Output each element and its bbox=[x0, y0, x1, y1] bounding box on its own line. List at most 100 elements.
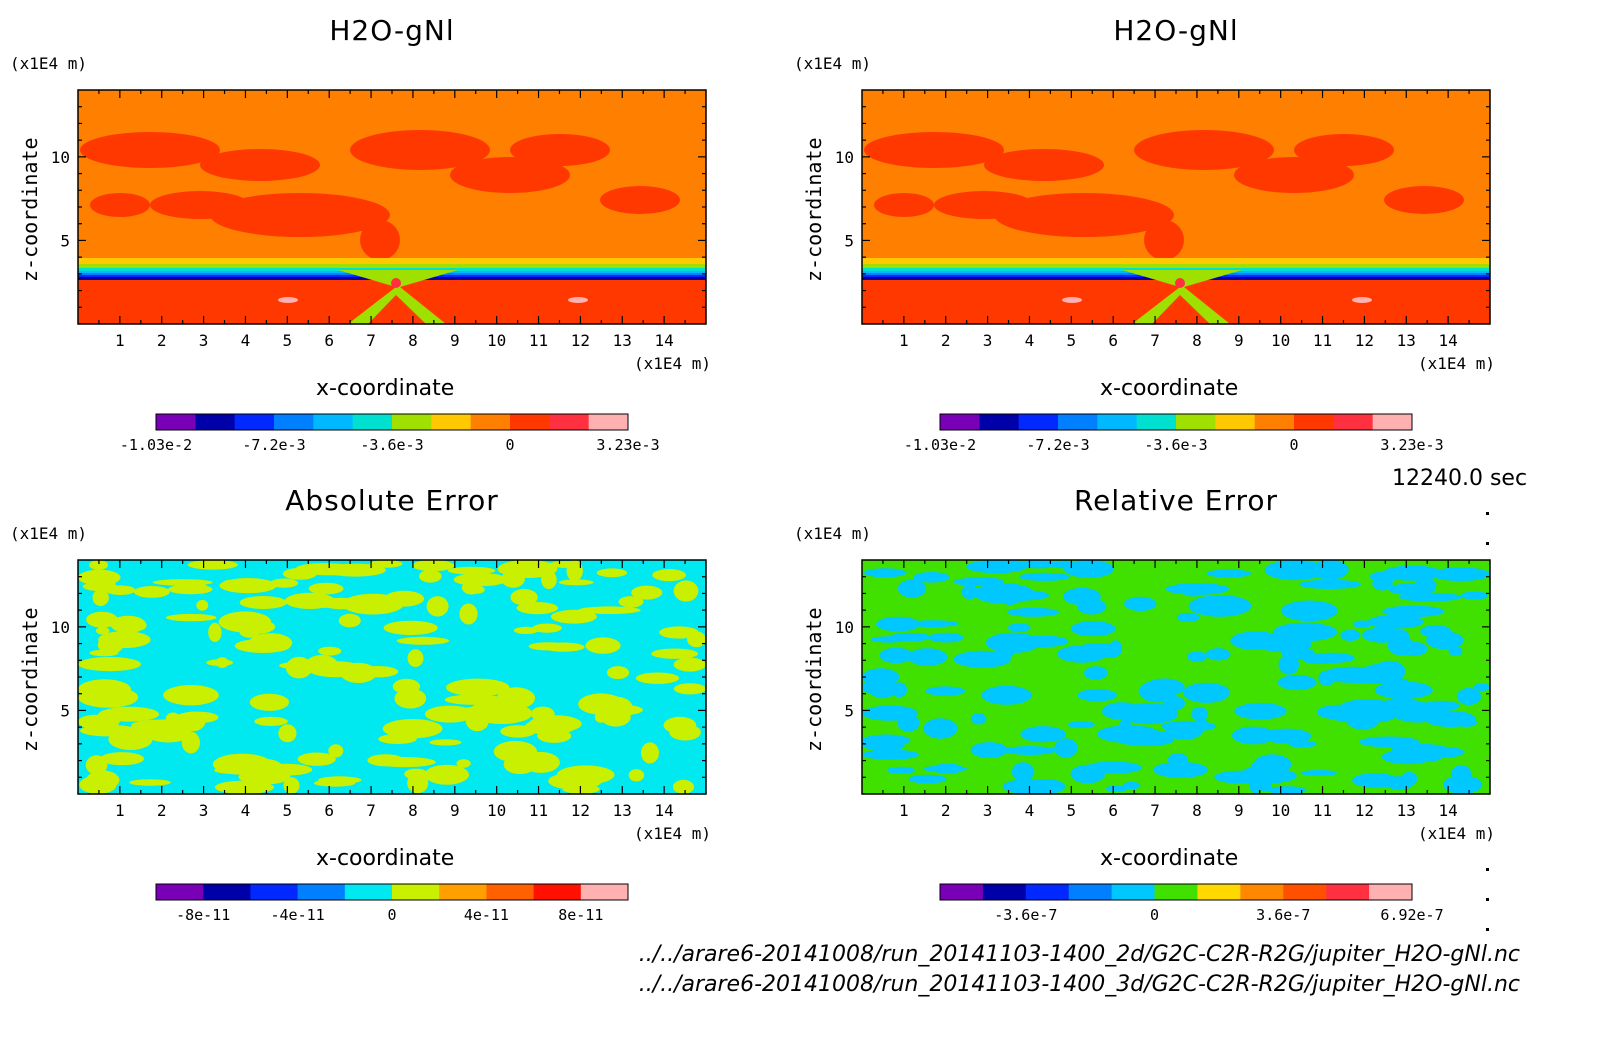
colorbar-swatch bbox=[234, 414, 275, 430]
field-blob bbox=[672, 779, 695, 794]
field-blob bbox=[669, 724, 701, 741]
field-blob bbox=[673, 657, 706, 672]
y-axis-label: z-coordinate bbox=[18, 607, 42, 753]
field-blob bbox=[970, 742, 1008, 758]
panel-top-right: 1 2 3 4 5 6 7 8 9 10 11 12 13 14 5 10 -1.03e-2 -7.2e-3 -3.… bbox=[784, 0, 1574, 480]
field-blob bbox=[396, 636, 450, 645]
x-tick-label: 10 bbox=[487, 801, 506, 820]
field-blob bbox=[1443, 775, 1483, 794]
dot-marker bbox=[1486, 542, 1489, 545]
chart-title: Relative Error bbox=[1073, 484, 1279, 517]
field-blob bbox=[1384, 186, 1464, 214]
field-blob bbox=[328, 744, 344, 758]
x-tick-label: 1 bbox=[115, 331, 125, 350]
field-blob bbox=[1122, 781, 1141, 790]
colorbar-swatch bbox=[203, 884, 251, 900]
field-blob bbox=[212, 753, 272, 775]
x-tick-label: 3 bbox=[199, 801, 209, 820]
colorbar-swatch bbox=[580, 884, 629, 900]
x-tick-label: 2 bbox=[941, 331, 951, 350]
field-blob bbox=[618, 596, 644, 608]
colorbar-swatch bbox=[439, 884, 487, 900]
x-axis-label: x-coordinate bbox=[1100, 846, 1239, 871]
time-label: 12240.0 sec bbox=[1392, 466, 1528, 491]
field-blob bbox=[550, 609, 597, 624]
y-axis-label: z-coordinate bbox=[802, 137, 826, 283]
field-blob bbox=[471, 585, 485, 594]
field-blob bbox=[1153, 761, 1208, 778]
colorbar-tick-label: -8e-11 bbox=[176, 906, 230, 924]
x-tick-label: 6 bbox=[1108, 801, 1118, 820]
x-tick-label: 12 bbox=[571, 331, 590, 350]
panel-bottom-right: 1 2 3 4 5 6 7 8 9 10 11 12 13 14 5 10 -3.6e-7 0 3.6e-7 6.92… bbox=[784, 470, 1574, 950]
field-blob bbox=[984, 149, 1104, 181]
x-tick-label: 12 bbox=[1355, 331, 1374, 350]
field-blob bbox=[1352, 773, 1398, 788]
x-tick-label: 2 bbox=[941, 801, 951, 820]
x-unit-label: (x1E4 m) bbox=[1418, 824, 1496, 843]
field-blob bbox=[254, 716, 288, 726]
field-blob bbox=[1018, 560, 1059, 569]
field-blob bbox=[548, 772, 602, 790]
field-blob bbox=[90, 193, 150, 217]
field-blob bbox=[131, 719, 194, 731]
field-blob bbox=[532, 623, 562, 633]
colorbar-frame bbox=[939, 413, 1413, 431]
x-tick-label: 14 bbox=[655, 801, 674, 820]
field-blob bbox=[908, 774, 947, 784]
field-blob bbox=[152, 579, 213, 586]
field-blob bbox=[1379, 697, 1424, 717]
field-blob bbox=[1084, 666, 1108, 680]
x-tick-label: 9 bbox=[450, 801, 460, 820]
field-blob bbox=[961, 584, 979, 600]
field-blob bbox=[360, 220, 400, 260]
field-blob bbox=[862, 679, 897, 695]
y-tick-label: 5 bbox=[60, 701, 70, 720]
y-unit-label: (x1E4 m) bbox=[794, 524, 872, 543]
central-core bbox=[1175, 278, 1185, 288]
field-blob bbox=[133, 586, 170, 598]
field-blob bbox=[176, 711, 219, 724]
field-blob bbox=[1394, 630, 1410, 644]
chart-title: H2O-gNl bbox=[1113, 14, 1239, 47]
colorbar-swatch bbox=[1154, 884, 1198, 900]
field-blob bbox=[270, 578, 299, 588]
field-blob bbox=[1077, 688, 1117, 702]
colorbar-swatch bbox=[1025, 884, 1070, 900]
central-plume bbox=[1122, 270, 1242, 324]
colorbar-swatch bbox=[470, 414, 511, 430]
field-blob bbox=[1167, 753, 1189, 767]
colorbar-swatch bbox=[1176, 414, 1216, 430]
field-blob bbox=[596, 568, 628, 578]
colorbar-swatch bbox=[1283, 884, 1327, 900]
field-blob bbox=[1002, 779, 1051, 794]
field-blob bbox=[1399, 641, 1428, 656]
field-blob bbox=[1344, 677, 1408, 684]
colorbar-swatch bbox=[1068, 884, 1113, 900]
field-blob bbox=[542, 642, 585, 652]
field-blob bbox=[1367, 614, 1424, 629]
field-spot bbox=[1062, 297, 1082, 303]
x-tick-label: 9 bbox=[450, 331, 460, 350]
field-blob bbox=[78, 569, 121, 586]
colorbar-swatch bbox=[313, 414, 354, 430]
x-tick-label: 10 bbox=[1271, 331, 1290, 350]
field-blob bbox=[1070, 621, 1116, 637]
x-tick-label: 4 bbox=[1025, 801, 1035, 820]
field-blob bbox=[971, 713, 987, 725]
x-tick-label: 13 bbox=[613, 801, 632, 820]
field-blob bbox=[86, 611, 118, 628]
field-blob bbox=[631, 585, 663, 600]
colorbar-tick-label: -3.6e-7 bbox=[994, 906, 1057, 924]
field-blob bbox=[989, 560, 1025, 567]
field-blob bbox=[1267, 786, 1307, 794]
x-tick-label: 4 bbox=[241, 331, 251, 350]
x-tick-label: 2 bbox=[157, 801, 167, 820]
field-blob bbox=[1294, 134, 1394, 166]
field-blob bbox=[1473, 683, 1490, 691]
x-axis-label: x-coordinate bbox=[316, 376, 455, 401]
x-tick-label: 11 bbox=[529, 331, 548, 350]
field-blob bbox=[600, 707, 631, 727]
field-blob bbox=[1064, 560, 1115, 578]
